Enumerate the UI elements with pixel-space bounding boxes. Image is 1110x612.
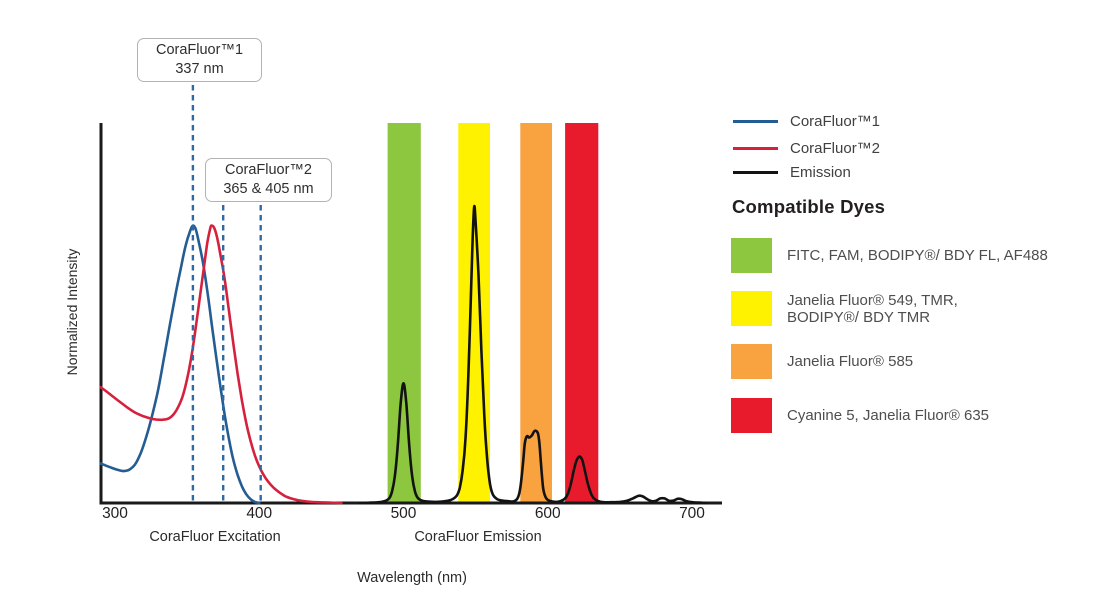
dye-row-red: Cyanine 5, Janelia Fluor® 635	[731, 398, 989, 433]
x-tick-label-400: 400	[246, 505, 273, 522]
legend-item-label: Emission	[790, 164, 851, 181]
y-axis-title: Normalized Intensity	[64, 248, 80, 376]
x-tick-label-600: 600	[534, 505, 561, 522]
marker-label-corafluor1-337nm: CoraFluor™1 337 nm	[137, 38, 262, 82]
x-region-label-emission: CoraFluor Emission	[414, 529, 542, 545]
legend-item-emission: Emission	[733, 164, 851, 181]
dye-row-orange: Janelia Fluor® 585	[731, 344, 913, 379]
legend-line-swatch-blue	[733, 120, 778, 123]
legend-line-swatch-red	[733, 147, 778, 150]
corafluor2-excitation-curve	[99, 224, 343, 505]
corafluor1-excitation-curve	[99, 224, 261, 505]
red-filter-band	[565, 123, 599, 503]
x-tick-label-700: 700	[679, 505, 705, 522]
legend-item-label: CoraFluor™1	[790, 113, 881, 130]
x-region-label-excitation: CoraFluor Excitation	[149, 529, 281, 545]
orange-color-swatch	[731, 344, 772, 379]
green-filter-band	[387, 123, 421, 503]
dye-label: Cyanine 5, Janelia Fluor® 635	[787, 407, 990, 424]
marker-label-corafluor2-365-405nm: CoraFluor™2 365 & 405 nm	[205, 158, 332, 202]
legend-item-label: CoraFluor™2	[790, 140, 881, 157]
compatible-dyes-heading: Compatible Dyes	[732, 196, 886, 217]
x-tick-label-300: 300	[102, 505, 128, 522]
green-color-swatch	[731, 238, 772, 273]
x-axis-title: Wavelength (nm)	[357, 570, 467, 586]
legend-item-corafluor1: CoraFluor™1	[733, 113, 880, 130]
red-color-swatch	[731, 398, 772, 433]
dye-row-green: FITC, FAM, BODIPY®/ BDY FL, AF488	[731, 238, 1048, 273]
dye-row-yellow: Janelia Fluor® 549, TMR, BODIPY®/ BDY TM…	[731, 291, 958, 326]
yellow-color-swatch	[731, 291, 772, 326]
x-tick-label-500: 500	[390, 505, 417, 522]
legend-item-corafluor2: CoraFluor™2	[733, 140, 880, 157]
spectra-plot-canvas	[99, 85, 722, 505]
dye-label: Janelia Fluor® 549, TMR, BODIPY®/ BDY TM…	[787, 291, 958, 326]
dye-label: Janelia Fluor® 585	[787, 353, 914, 370]
legend-line-swatch-black	[733, 171, 778, 174]
emission-curve	[358, 204, 708, 505]
dye-label: FITC, FAM, BODIPY®/ BDY FL, AF488	[787, 247, 1048, 264]
